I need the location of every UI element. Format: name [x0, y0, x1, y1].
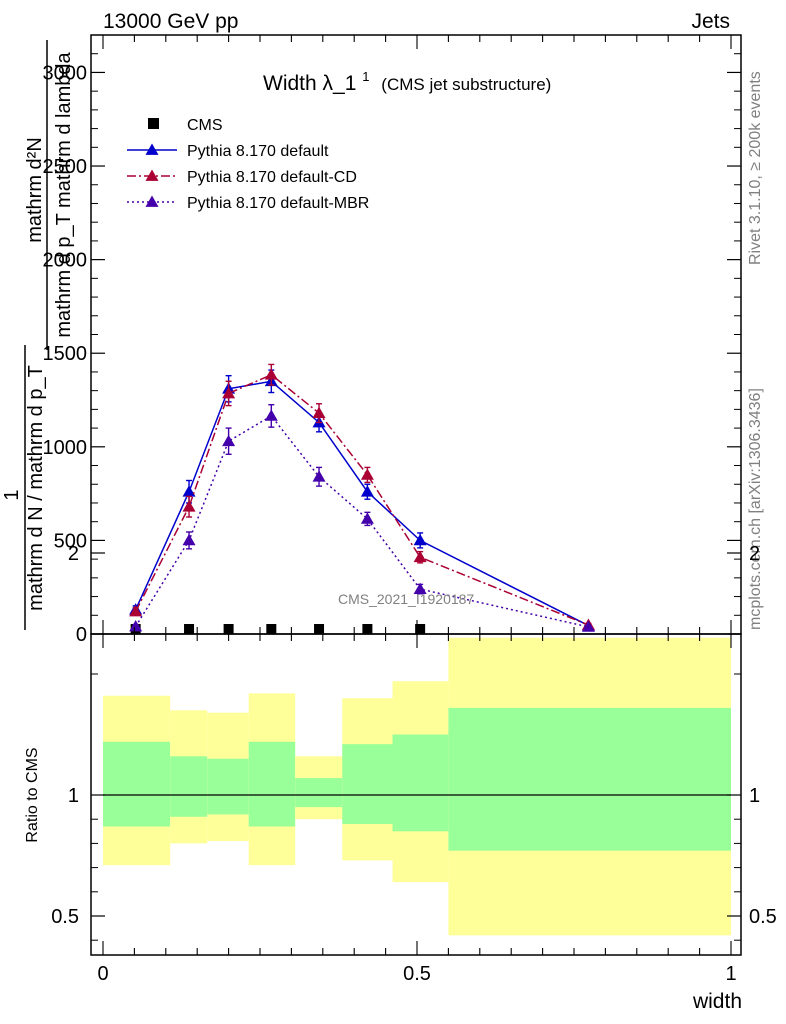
legend-marker	[148, 118, 159, 129]
ratio-plot-axes: 0.5 0.5 1 1 2 2 0 0.5 1	[51, 543, 777, 985]
legend-marker	[145, 195, 159, 207]
legend-item-cms: CMS	[148, 117, 223, 134]
ratio-y-axis-label: Ratio to CMS	[24, 747, 41, 842]
mcplots-label: mcplots.cern.ch [arXiv:1306.3436]	[747, 388, 764, 630]
cms-data-point	[184, 624, 195, 634]
x-tick-label: 1	[725, 963, 736, 985]
legend-marker	[145, 143, 159, 155]
legend-item-cd: Pythia 8.170 default-CD	[127, 169, 357, 186]
legend-item-mbr: Pythia 8.170 default-MBR	[127, 195, 369, 212]
uncertainty-band-green	[342, 744, 393, 825]
ylabel-denominator: mathrm d p_T mathrm d lambda	[53, 51, 75, 337]
uncertainty-band-green	[448, 707, 731, 851]
data-point-cd	[264, 368, 278, 380]
main-plot-axes: 0 500 1000 1500 2000 2500 3000	[43, 34, 742, 646]
ratio-y-tick-label-left: 0.5	[51, 906, 79, 928]
ratio-y-tick-label-right: 2	[749, 543, 760, 565]
ylabel-numerator: mathrm d²N	[24, 137, 46, 243]
x-tick-label: 0.5	[403, 963, 431, 985]
y-tick-label: 500	[54, 530, 87, 552]
series-line-cd	[134, 373, 589, 626]
series-line-mbr	[135, 414, 589, 628]
uncertainty-band-green	[248, 741, 296, 827]
data-point-mbr	[312, 470, 326, 482]
data-point-cd	[360, 468, 374, 480]
y-tick-label: 2500	[43, 156, 88, 178]
legend: CMS Pythia 8.170 default Pythia 8.170 defa…	[127, 117, 369, 212]
uncertainty-band-green	[392, 734, 449, 832]
uncertainty-band-green	[170, 756, 208, 817]
plot-title-main: Width λ_1	[263, 72, 356, 95]
legend-item-default: Pythia 8.170 default	[127, 143, 329, 160]
data-point-mbr	[182, 533, 196, 546]
rivet-label: Rivet 3.1.10, ≥ 200k events	[747, 71, 764, 265]
y-tick-label: 3000	[43, 62, 88, 84]
main-plot-series	[129, 363, 595, 634]
data-point-cd	[413, 550, 427, 563]
y-tick-label: 0	[76, 624, 87, 646]
y-tick-label: 2000	[43, 250, 88, 272]
main-y-axis-label: mathrm d²N mathrm d p_T mathrm d lambda …	[1, 40, 75, 630]
header-energy: 13000 GeV pp	[103, 10, 238, 33]
data-point-mbr	[222, 434, 236, 447]
y-tick-label: 1000	[43, 437, 88, 459]
data-point-cd	[129, 605, 143, 617]
plot-title-subtitle: (CMS jet substructure)	[381, 75, 551, 94]
plot-title: Width λ_1 1 (CMS jet substructure)	[263, 63, 551, 95]
series-line-default	[134, 380, 589, 627]
cms-data-point	[362, 624, 373, 634]
cms-data-point	[266, 624, 277, 634]
data-point-cd	[312, 406, 326, 418]
data-point-mbr	[581, 620, 595, 632]
legend-label: CMS	[187, 117, 223, 134]
ratio-y-tick-label-right: 0.5	[749, 906, 777, 928]
ratio-y-tick-label-left: 1	[68, 785, 79, 807]
data-point-default	[360, 485, 374, 497]
data-point-mbr	[264, 409, 278, 421]
legend-marker	[145, 169, 159, 181]
x-axis-label: width	[692, 990, 742, 1013]
data-point-mbr	[413, 582, 427, 594]
data-point-default	[182, 485, 196, 497]
legend-label: Pythia 8.170 default	[187, 143, 329, 160]
uncertainty-band-green	[207, 758, 249, 815]
analysis-watermark: CMS_2021_I1920187	[338, 591, 474, 607]
cms-data-point	[314, 624, 325, 634]
data-point-cd	[182, 500, 196, 512]
legend-label: Pythia 8.170 default-MBR	[187, 195, 369, 212]
data-point-cd	[222, 386, 236, 399]
series-cms	[130, 624, 426, 634]
uncertainty-band-green	[103, 741, 171, 827]
data-point-mbr	[129, 620, 143, 632]
ratio-y-tick-label-right: 1	[749, 785, 760, 807]
cms-data-point	[415, 624, 426, 634]
data-point-default	[413, 533, 427, 546]
x-tick-label: 0	[97, 963, 108, 985]
uncertainty-band-green	[295, 778, 343, 808]
ratio-plot-bands	[103, 637, 731, 936]
data-point-mbr	[360, 512, 374, 524]
ratio-y-tick-label-left: 2	[68, 543, 79, 565]
ylabel-one: 1	[1, 489, 23, 500]
y-tick-label: 1500	[43, 343, 88, 365]
series-mbr	[129, 403, 595, 632]
plot-title-superscript: 1	[362, 69, 369, 84]
legend-label: Pythia 8.170 default-CD	[187, 169, 357, 186]
header-process: Jets	[691, 10, 730, 33]
ylabel-prefix-denominator: mathrm d N / mathrm d p_T	[25, 365, 47, 611]
